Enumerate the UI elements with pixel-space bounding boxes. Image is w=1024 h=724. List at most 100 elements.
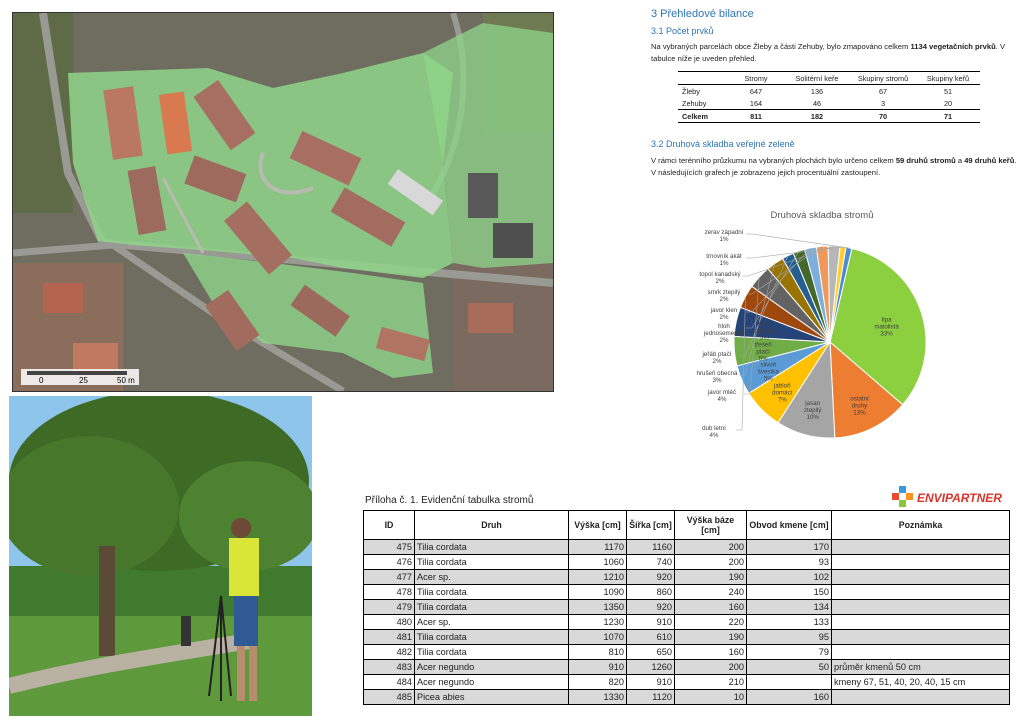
pie-slice-label: jeřáb ptačí 2% [702, 351, 732, 365]
logo-square-green [899, 500, 906, 507]
tree-cell-note [831, 689, 1010, 705]
tree-cell-width: 1260 [626, 659, 675, 675]
tree-cell-base-height: 220 [674, 614, 747, 630]
tree-cell-species: Tilia cordata [414, 629, 569, 645]
counts-header-cell: Skupiny keřů [916, 71, 980, 85]
tree-cell-height: 1230 [568, 614, 627, 630]
counts-total-cell: 182 [784, 109, 850, 123]
tree-cell-note [831, 614, 1010, 630]
table-row: 475 Tilia cordata 1170 1160 200 170 [363, 539, 1010, 555]
aerial-map: 0 25 50 m [12, 12, 554, 392]
counts-table-row: Žleby 647 136 67 51 [678, 85, 980, 98]
scale-label-50: 50 m [117, 376, 135, 385]
scale-bar-line [27, 371, 127, 375]
tree-cell-trunk-girth: 150 [746, 584, 832, 600]
tree-cell-note [831, 644, 1010, 660]
tree-cell-id: 481 [363, 629, 415, 645]
pie-leader-line [736, 296, 746, 431]
tree-cell-base-height: 160 [674, 599, 747, 615]
table-row: 476 Tilia cordata 1060 740 200 93 [363, 554, 1010, 570]
pie-chart-svg: Druhová skladba stromů lípa malolistá 33% o… [697, 210, 927, 439]
pie-leader-line [742, 245, 835, 277]
pie-leader-line [739, 255, 789, 357]
tree-cell-species: Tilia cordata [414, 554, 569, 570]
tree-cell-trunk-girth [746, 674, 832, 690]
tree-header-id: ID [363, 510, 415, 540]
tree-cell-height: 1090 [568, 584, 627, 600]
tree-cell-base-height: 200 [674, 554, 747, 570]
subsection-heading-species: 3.2 Druhová skladba veřejné zeleně [651, 139, 795, 149]
pie-slice [829, 340, 904, 439]
pie-slice-label: dub letní 4% [702, 425, 726, 439]
pie-slice-label: slivoň švestka 5% [758, 362, 780, 383]
scale-label-25: 25 [79, 376, 88, 385]
pie-leader-line [746, 247, 811, 313]
counts-table-total-row: Celkem 811 182 70 71 [678, 109, 980, 123]
tree-cell-species: Tilia cordata [414, 599, 569, 615]
tree-cell-note [831, 599, 1010, 615]
summary-section: 3 Přehledové bilance 3.1 Počet prvků Na … [651, 8, 1021, 179]
tree-cell-trunk-girth: 95 [746, 629, 832, 645]
pie-slice-label: třešeň ptačí 5% [754, 342, 772, 363]
pie-leader-lines [736, 233, 850, 431]
pie-leader-line [744, 276, 760, 395]
tree-cell-width: 1160 [626, 539, 675, 555]
pie-slice-label: jabloň domácí 7% [772, 382, 793, 403]
scale-label-0: 0 [39, 376, 44, 385]
pie-slice-label: ostatní druhy 13% [850, 395, 869, 416]
pie-leader-line [746, 233, 850, 249]
pie-leader-line [739, 263, 776, 376]
tree-cell-id: 485 [363, 689, 415, 705]
tree-header-width: Šířka [cm] [626, 510, 675, 540]
logo-text: ENVIPARTNER [917, 491, 1002, 505]
tree-cell-height: 1060 [568, 554, 627, 570]
tree-table-title: Příloha č. 1. Evidenční tabulka stromů [365, 495, 534, 506]
counts-cell: 67 [878, 86, 888, 96]
counts-paragraph-bold: 1134 vegetačních prvků [910, 42, 996, 51]
tree-cell-trunk-girth: 170 [746, 539, 832, 555]
tree-cell-base-height: 10 [674, 689, 747, 705]
tree-cell-base-height: 200 [674, 659, 747, 675]
pie-slice-label: lípa malolistá 33% [874, 317, 899, 338]
tree-cell-trunk-girth: 133 [746, 614, 832, 630]
pie-slice-label: javor mléč 4% [707, 389, 736, 403]
tree-cell-height: 910 [568, 659, 627, 675]
tree-cell-id: 478 [363, 584, 415, 600]
tree-header-height: Výška [cm] [568, 510, 627, 540]
tree-cell-base-height: 190 [674, 629, 747, 645]
pie-leader-line [746, 246, 844, 259]
tree-cell-id: 476 [363, 554, 415, 570]
tree-cell-trunk-girth: 160 [746, 689, 832, 705]
tree-cell-height: 810 [568, 644, 627, 660]
counts-paragraph: Na vybraných parcelách obce Žleby a část… [651, 41, 1021, 65]
pie-leader-line [746, 251, 800, 329]
tree-cell-id: 482 [363, 644, 415, 660]
tree-cell-width: 740 [626, 554, 675, 570]
counts-cell: Žleby [682, 86, 700, 96]
counts-table-header: Stromy Solitérní keře Skupiny stromů Sku… [678, 71, 980, 85]
species-paragraph-text-a: V rámci terénního průzkumu na vybraných … [651, 156, 896, 165]
species-paragraph-text-b: a [955, 156, 965, 165]
tree-cell-species: Picea abies [414, 689, 569, 705]
counts-header-cell [678, 71, 728, 85]
tree-cell-species: Tilia cordata [414, 584, 569, 600]
species-paragraph: V rámci terénního průzkumu na vybraných … [651, 155, 1021, 179]
counts-paragraph-text-b: . V tabulce níže je uveden přehled. [651, 42, 1006, 63]
pie-leader-line [746, 246, 823, 295]
counts-total-cell: 811 [728, 109, 784, 123]
tree-cell-note: průměr kmenů 50 cm [831, 659, 1010, 675]
pie-slice-label: hrušeň obecná 3% [697, 370, 738, 384]
tree-cell-id: 480 [363, 614, 415, 630]
aerial-map-graphic [13, 13, 553, 391]
tree-cell-height: 1070 [568, 629, 627, 645]
pie-slice-label: zerav západní 1% [705, 229, 744, 243]
field-survey-photo [9, 396, 312, 716]
counts-cell: 647 [749, 86, 763, 96]
table-row: 478 Tilia cordata 1090 860 240 150 [363, 584, 1010, 600]
species-paragraph-text-c: . V následujících grafech je zobrazeno j… [651, 156, 1017, 177]
counts-table: Stromy Solitérní keře Skupiny stromů Sku… [678, 71, 980, 123]
counts-cell: 20 [943, 98, 953, 108]
tree-cell-base-height: 200 [674, 539, 747, 555]
tree-cell-width: 910 [626, 614, 675, 630]
species-paragraph-bold-trees: 59 druhů stromů [895, 156, 956, 165]
